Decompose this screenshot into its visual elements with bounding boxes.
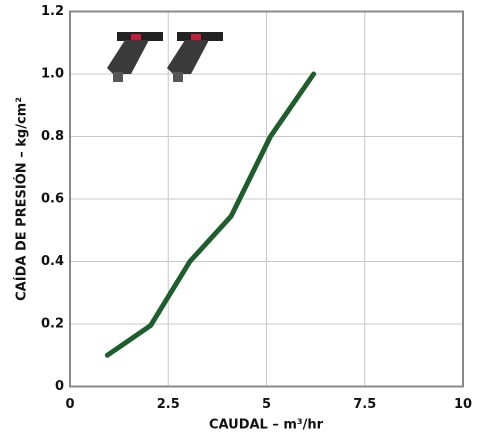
y-tick-label: 1.2 [41,4,64,19]
x-tick-label: 0 [65,397,74,412]
x-tick-label: 2.5 [157,397,180,412]
x-tick-label: 5 [262,397,271,412]
y-tick-label: 0 [55,379,64,394]
data-line [104,71,317,358]
filter-icon [167,32,223,82]
y-tick-label: 0.8 [41,129,64,144]
y-tick-label: 0.2 [41,317,64,332]
y-axis-label: CAÍDA DE PRESIÓN – kg/cm² [14,97,30,301]
y-tick-label: 0.6 [41,192,64,207]
plot-frame [69,10,464,388]
y-tick-label: 1.0 [41,67,64,82]
x-tick-label: 10 [454,397,472,412]
x-axis-label: CAUDAL – m³/hr [209,418,324,433]
filter-icons [107,32,223,82]
filter-icon [107,32,163,82]
x-tick-label: 7.5 [353,397,376,412]
y-tick-label: 0.4 [41,254,64,269]
